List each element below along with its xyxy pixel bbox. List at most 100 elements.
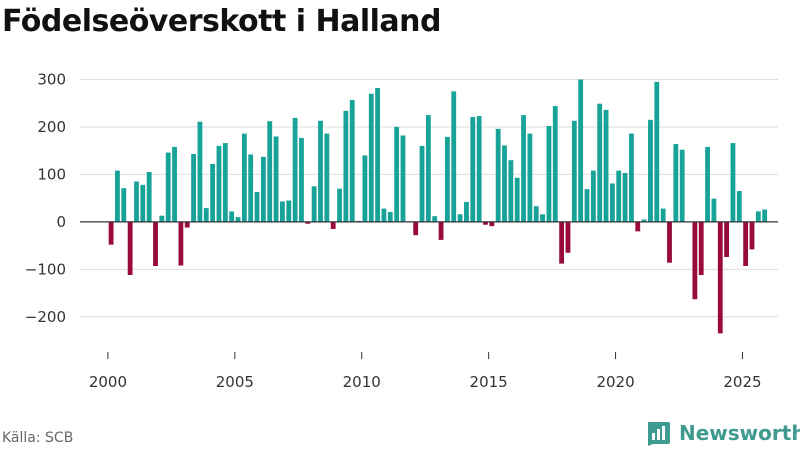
bar <box>552 106 558 222</box>
brand-name: Newsworthy <box>679 421 800 445</box>
bar <box>121 188 127 222</box>
bar <box>267 121 273 222</box>
bar <box>229 211 235 222</box>
bar <box>438 221 444 240</box>
y-tick-label: −200 <box>25 308 66 326</box>
y-tick-label: 100 <box>37 165 66 183</box>
bar <box>165 152 171 222</box>
bar <box>533 206 539 222</box>
bar <box>521 115 526 222</box>
bar <box>115 170 120 222</box>
bar <box>127 221 133 276</box>
bar <box>311 186 317 222</box>
bar <box>762 209 768 222</box>
bar <box>248 154 254 222</box>
bar <box>724 221 730 257</box>
y-tick-label: 300 <box>37 70 66 88</box>
bar <box>527 133 533 222</box>
bar <box>280 201 285 222</box>
bar <box>425 115 431 222</box>
bar <box>489 221 495 227</box>
bar <box>292 117 298 222</box>
bar <box>660 208 666 222</box>
bar <box>755 211 761 222</box>
bar <box>749 221 755 250</box>
bar <box>330 221 336 229</box>
bar <box>337 188 342 222</box>
bar <box>540 214 545 222</box>
bar <box>146 172 152 222</box>
bar <box>191 154 196 222</box>
bar <box>216 145 222 222</box>
x-tick-label: 2000 <box>89 373 127 391</box>
bar <box>635 221 641 232</box>
bar <box>457 214 463 222</box>
y-tick-label: 0 <box>56 213 66 231</box>
bar <box>108 221 114 245</box>
y-axis-labels: 300 200 100 0 −100 −200 <box>25 70 66 325</box>
bar <box>197 121 203 222</box>
chart-title: Födelseöverskott i Halland <box>2 4 441 39</box>
bar <box>508 160 514 222</box>
bar <box>260 156 266 222</box>
bar <box>559 221 565 264</box>
bar <box>318 120 323 222</box>
bar <box>140 184 146 222</box>
bar <box>565 221 571 253</box>
bar <box>241 133 247 222</box>
bar <box>603 109 609 222</box>
bar <box>387 211 393 222</box>
bar <box>698 221 704 276</box>
bar <box>743 221 749 266</box>
bar <box>648 119 653 222</box>
bar <box>597 103 603 222</box>
bar <box>362 155 368 222</box>
bar <box>705 146 710 222</box>
bar <box>444 136 450 222</box>
bar <box>609 183 615 222</box>
bar <box>172 146 177 222</box>
bar <box>470 116 476 222</box>
bar <box>432 216 438 222</box>
x-tick-label: 2025 <box>723 373 761 391</box>
bar <box>717 221 723 334</box>
bar <box>514 177 520 222</box>
newsworthy-logo-icon <box>648 422 670 446</box>
bar <box>502 145 507 222</box>
bar <box>571 120 577 222</box>
bar <box>546 126 552 222</box>
bar <box>679 149 685 222</box>
bar <box>324 133 330 222</box>
bar <box>616 170 622 222</box>
bar <box>203 208 209 222</box>
bar <box>578 79 584 222</box>
bar <box>299 137 304 222</box>
y-tick-label: −100 <box>25 260 66 278</box>
bar <box>451 91 457 222</box>
x-tick-label: 2020 <box>596 373 634 391</box>
bar <box>153 221 158 266</box>
bar <box>476 116 482 222</box>
bar <box>343 110 349 222</box>
bar <box>483 221 488 225</box>
y-tick-label: 200 <box>37 118 66 136</box>
bar <box>394 126 400 222</box>
bar <box>711 198 717 222</box>
bar <box>349 99 355 222</box>
bar <box>134 181 139 222</box>
bar <box>622 172 628 222</box>
bar <box>464 201 469 222</box>
bar <box>184 221 190 228</box>
bar <box>381 208 387 222</box>
bar <box>692 221 698 300</box>
bar <box>305 221 311 224</box>
bar <box>178 221 184 266</box>
bar <box>736 191 742 222</box>
bars <box>108 79 768 334</box>
brand-logo: Newsworthy <box>645 420 800 446</box>
bar <box>629 133 634 222</box>
bar <box>210 163 216 222</box>
bar <box>495 128 501 222</box>
bar <box>254 191 260 222</box>
